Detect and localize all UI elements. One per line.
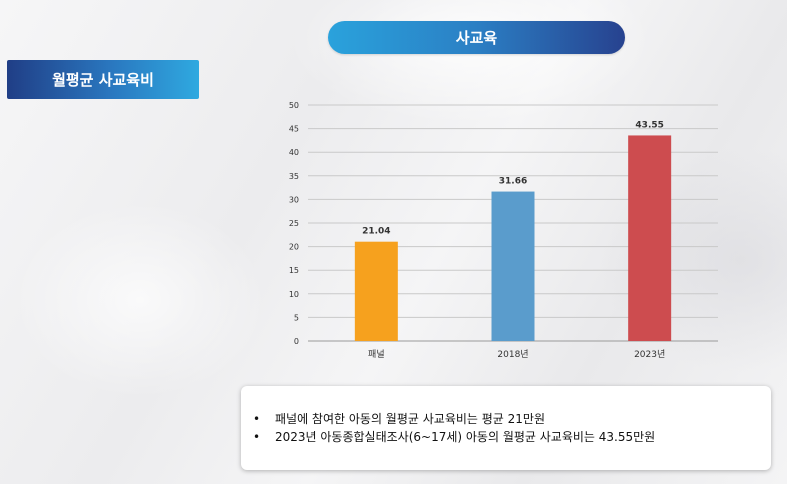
x-tick-label: 2023년 xyxy=(634,349,665,360)
note-item: 패널에 참여한 아동의 월평균 사교육비는 평균 21만원 xyxy=(253,410,655,428)
x-tick-label: 2018년 xyxy=(497,349,528,360)
y-tick-label: 30 xyxy=(289,195,299,204)
data-label: 31.66 xyxy=(499,177,527,187)
notes-list: 패널에 참여한 아동의 월평균 사교육비는 평균 21만원 2023년 아동종합… xyxy=(253,410,655,446)
y-tick-label: 0 xyxy=(294,337,299,346)
y-tick-label: 20 xyxy=(289,243,299,252)
page-title-text: 사교육 xyxy=(455,29,498,47)
notes-box: 패널에 참여한 아동의 월평균 사교육비는 평균 21만원 2023년 아동종합… xyxy=(241,386,771,470)
y-tick-label: 10 xyxy=(289,290,299,299)
y-tick-label: 35 xyxy=(289,172,299,181)
section-tag: 월평균 사교육비 xyxy=(7,60,199,99)
note-item: 2023년 아동종합실태조사(6~17세) 아동의 월평균 사교육비는 43.5… xyxy=(253,428,655,446)
bar xyxy=(491,191,535,341)
y-tick-label: 5 xyxy=(294,313,299,322)
bar xyxy=(628,135,672,341)
y-tick-label: 15 xyxy=(289,266,299,275)
y-tick-label: 45 xyxy=(289,125,299,134)
page-title: 사교육 xyxy=(328,21,625,54)
y-tick-label: 50 xyxy=(289,101,299,110)
y-tick-label: 25 xyxy=(289,219,299,228)
x-tick-label: 패널 xyxy=(368,349,385,360)
bar xyxy=(354,241,398,341)
data-label: 21.04 xyxy=(362,227,390,237)
y-tick-label: 40 xyxy=(289,148,299,157)
bar-chart: 0 5 10 15 20 25 30 35 40 45 50 21.04 패널 31.66 2018년 43.… xyxy=(289,101,718,360)
section-tag-label: 월평균 사교육비 xyxy=(52,71,154,89)
data-label: 43.55 xyxy=(635,120,663,130)
